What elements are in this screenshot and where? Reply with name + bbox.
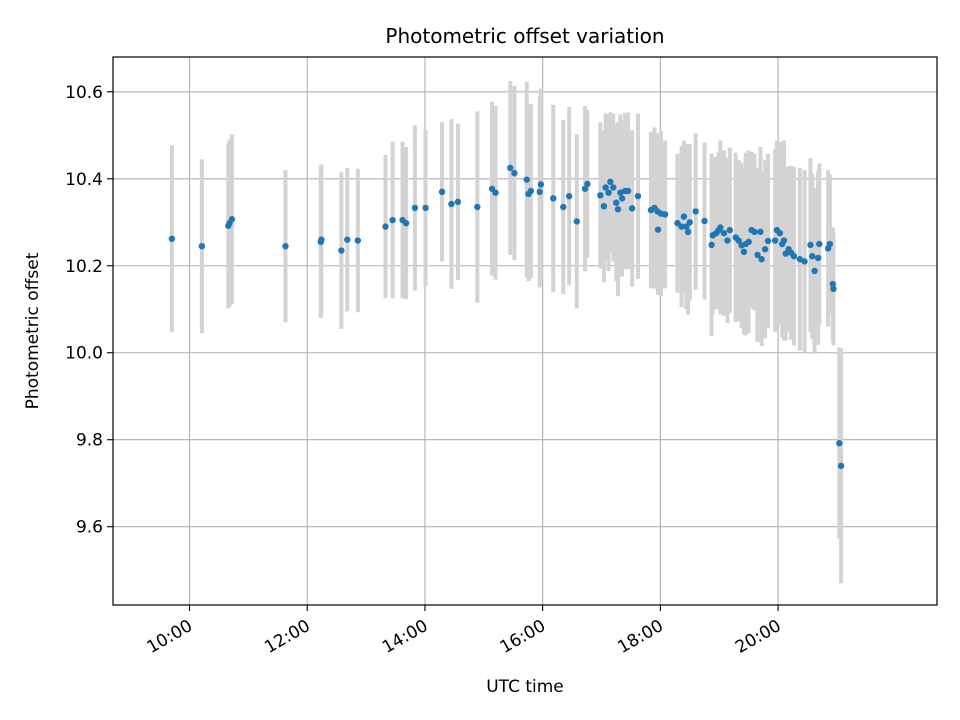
data-point	[600, 202, 608, 210]
data-point	[720, 229, 728, 237]
data-point	[492, 189, 499, 196]
data-point	[610, 184, 617, 191]
data-point	[198, 242, 206, 250]
data-point	[536, 188, 543, 196]
data-point	[338, 247, 345, 254]
data-point	[807, 241, 814, 249]
data-point	[771, 237, 779, 244]
data-point	[438, 188, 446, 196]
data-point	[402, 219, 410, 227]
data-point	[560, 203, 567, 211]
y-axis-label: Photometric offset	[23, 252, 43, 409]
data-point	[507, 164, 514, 172]
y-tick-label: 10.0	[65, 344, 103, 364]
data-point	[474, 203, 481, 211]
data-point	[634, 192, 642, 200]
y-tick-label: 10.6	[65, 83, 103, 103]
data-point	[607, 178, 614, 186]
chart-title: Photometric offset variation	[385, 24, 664, 48]
y-axis-ticks: 9.6 9.8 10.0 10.2 10.4 10.6	[65, 83, 113, 538]
data-point	[228, 216, 236, 223]
data-point	[683, 223, 690, 230]
data-point	[745, 238, 752, 246]
plot-frame	[112, 56, 938, 606]
data-point	[624, 187, 632, 195]
data-point	[613, 199, 620, 206]
data-point	[454, 198, 462, 206]
data-point	[758, 256, 765, 263]
data-point	[344, 236, 351, 243]
data-point	[389, 216, 396, 224]
y-tick-label: 10.4	[65, 170, 103, 190]
data-point	[684, 228, 692, 236]
data-point	[422, 204, 429, 212]
data-point	[511, 169, 518, 177]
data-point	[761, 246, 769, 253]
data-point	[354, 237, 362, 244]
data-point	[382, 223, 389, 230]
data-point	[708, 241, 715, 249]
data-point	[527, 187, 535, 195]
data-point	[654, 226, 662, 233]
data-point	[837, 462, 845, 470]
y-tick-label: 9.8	[76, 431, 103, 451]
data-point	[448, 200, 455, 208]
data-point	[776, 229, 784, 237]
data-point	[282, 242, 289, 250]
data-point	[628, 205, 636, 212]
y-tick-label: 10.2	[65, 257, 103, 277]
data-point	[602, 184, 609, 191]
data-point	[584, 180, 591, 188]
data-point	[735, 237, 742, 244]
data-point	[692, 208, 699, 215]
data-point	[754, 251, 761, 259]
data-point	[550, 195, 557, 202]
data-point	[757, 228, 764, 236]
data-point	[790, 252, 798, 260]
data-point	[836, 440, 843, 447]
data-points	[168, 164, 845, 470]
data-point	[614, 206, 622, 213]
data-point	[809, 252, 816, 260]
data-point	[661, 211, 669, 218]
data-point	[680, 213, 688, 220]
data-point	[811, 267, 818, 275]
data-point	[686, 219, 693, 226]
data-point	[597, 192, 604, 199]
data-point	[168, 235, 176, 242]
data-point	[523, 176, 530, 183]
data-point	[724, 237, 731, 244]
data-point	[829, 280, 837, 288]
data-point	[318, 236, 325, 243]
data-point	[726, 226, 734, 234]
data-point	[764, 237, 772, 245]
data-point	[581, 185, 589, 192]
data-point	[717, 224, 724, 231]
data-point	[701, 217, 708, 225]
data-point	[814, 254, 822, 262]
data-point	[618, 195, 626, 202]
data-point	[573, 218, 580, 225]
data-point	[830, 285, 837, 293]
x-axis-label: UTC time	[486, 677, 564, 697]
data-point	[565, 192, 573, 200]
y-tick-label: 9.6	[76, 518, 103, 538]
data-point	[780, 237, 788, 244]
data-point	[816, 240, 823, 248]
data-point	[537, 181, 545, 188]
data-point	[605, 189, 612, 196]
data-point	[678, 223, 685, 230]
data-point	[801, 258, 808, 265]
data-point	[740, 248, 748, 256]
data-point	[411, 204, 419, 212]
data-point	[751, 228, 758, 236]
data-point	[826, 240, 834, 248]
